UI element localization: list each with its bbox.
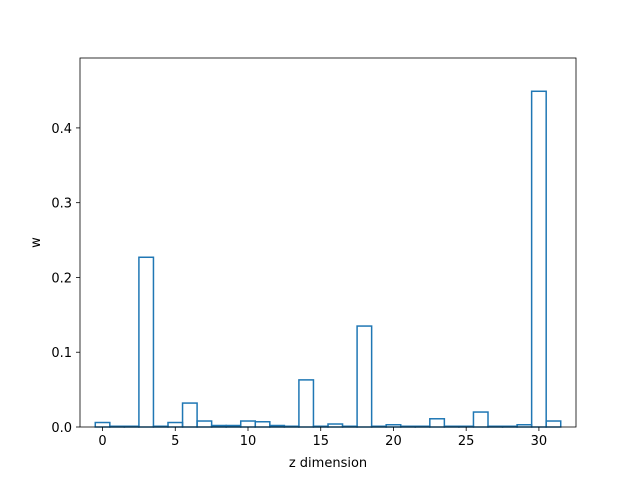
y-tick-label: 0.0 bbox=[51, 421, 72, 436]
x-tick-label: 15 bbox=[312, 434, 329, 449]
axes-frame bbox=[79, 57, 577, 428]
x-tick-label: 0 bbox=[98, 434, 106, 449]
x-axis-ticks: 0 5 10 15 20 25 30 bbox=[98, 427, 547, 449]
y-tick-label: 0.2 bbox=[51, 271, 72, 286]
x-tick-label: 5 bbox=[171, 434, 179, 449]
x-tick-label: 25 bbox=[458, 434, 475, 449]
y-axis-label: w bbox=[29, 237, 44, 248]
y-axis-ticks: 0.0 0.1 0.2 0.3 0.4 bbox=[51, 122, 80, 436]
plot-area: 0 5 10 15 20 25 30 0.0 0.1 0.2 0.3 0.4 bbox=[51, 57, 577, 449]
y-tick-label: 0.3 bbox=[51, 197, 72, 212]
x-tick-label: 20 bbox=[385, 434, 402, 449]
x-tick-label: 30 bbox=[531, 434, 548, 449]
x-axis-label: z dimension bbox=[289, 456, 367, 471]
x-tick-label: 10 bbox=[240, 434, 257, 449]
y-tick-label: 0.4 bbox=[51, 122, 72, 137]
y-tick-label: 0.1 bbox=[51, 346, 72, 361]
